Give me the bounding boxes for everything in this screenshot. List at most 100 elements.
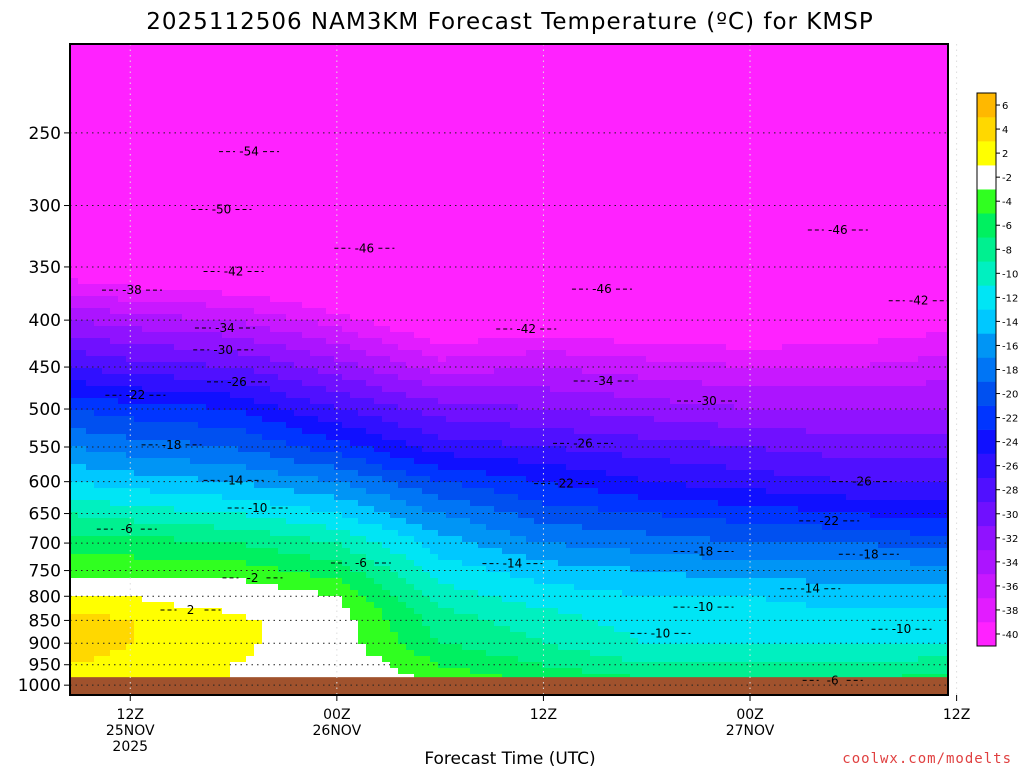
temperature-cell-2943 (734, 200, 743, 207)
temperature-cell-3210 (230, 218, 239, 225)
temperature-cell-1708 (534, 134, 543, 141)
temperature-cell-301 (718, 56, 727, 63)
temperature-cell-3967 (126, 260, 135, 267)
temperature-cell-1283 (654, 110, 663, 117)
temperature-cell-2857 (926, 194, 935, 201)
temperature-cell-547 (926, 68, 935, 75)
temperature-cell-1030 (390, 98, 399, 105)
temperature-cell-4630 (150, 296, 159, 303)
temperature-cell-4476 (678, 284, 687, 291)
temperature-cell-3858 (134, 254, 143, 261)
temperature-cell-1026 (358, 98, 367, 105)
temperature-cell-2136 (438, 158, 447, 165)
temperature-cell-3289 (862, 218, 871, 225)
temperature-cell-2312 (86, 170, 95, 177)
temperature-cell-3278 (774, 218, 783, 225)
temperature-cell-3479 (622, 230, 631, 237)
temperature-cell-1186 (758, 104, 767, 111)
temperature-cell-4852 (166, 308, 175, 315)
temperature-cell-3661 (318, 242, 327, 249)
temperature-cell-4433 (334, 284, 343, 291)
temperature-cell-446 (118, 68, 127, 75)
temperature-cell-212 (886, 50, 895, 57)
temperature-cell-709 (462, 80, 471, 87)
temperature-cell-2873 (174, 200, 183, 207)
temperature-cell-2361 (478, 170, 487, 177)
temperature-cell-1677 (286, 134, 295, 141)
temperature-cell-3420 (150, 230, 159, 237)
temperature-cell-4553 (414, 290, 423, 297)
temperature-cell-3789 (462, 248, 471, 255)
temperature-cell-4956 (118, 314, 127, 321)
temperature-cell-693 (334, 80, 343, 87)
temperature-cell-833 (574, 86, 583, 93)
temperature-cell-1038 (454, 98, 463, 105)
temperature-cell-1670 (230, 134, 239, 141)
temperature-cell-862 (806, 86, 815, 93)
temperature-cell-913 (334, 92, 343, 99)
temperature-cell-3065 (830, 206, 839, 213)
temperature-cell-4093 (254, 266, 263, 273)
temperature-cell-63 (574, 44, 583, 51)
temperature-cell-3747 (126, 248, 135, 255)
temperature-cell-3077 (926, 206, 935, 213)
temperature-cell-1059 (622, 98, 631, 105)
temperature-cell-4927 (766, 308, 775, 315)
temperature-cell-2112 (246, 158, 255, 165)
temperature-cell-2230 (310, 164, 319, 171)
temperature-cell-3934 (742, 254, 751, 261)
temperature-cell-4502 (886, 284, 895, 291)
temperature-cell-2297 (846, 164, 855, 171)
temperature-cell-4060 (870, 260, 879, 267)
temperature-cell-734 (662, 80, 671, 87)
temperature-cell-126 (198, 50, 207, 57)
temperature-cell-1461 (318, 122, 327, 129)
temperature-cell-2090 (70, 158, 79, 165)
temperature-cell-650 (870, 74, 879, 81)
temperature-cell-3193 (94, 218, 103, 225)
temperature-cell-4039 (702, 260, 711, 267)
temperature-cell-2233 (334, 164, 343, 171)
temperature-cell-4753 (254, 302, 263, 309)
temperature-cell-33 (334, 44, 343, 51)
temperature-cell-855 (750, 86, 759, 93)
temperature-cell-4648 (294, 296, 303, 303)
temperature-cell-3544 (262, 236, 271, 243)
temperature-cell-4888 (454, 308, 463, 315)
temperature-cell-9 (142, 44, 151, 51)
temperature-cell-1608 (614, 128, 623, 135)
temperature-cell-2922 (566, 200, 575, 207)
temperature-cell-3469 (542, 230, 551, 237)
temperature-cell-954 (662, 92, 671, 99)
temperature-cell-704 (422, 80, 431, 87)
temperature-cell-227 (126, 56, 135, 63)
temperature-cell-4023 (574, 260, 583, 267)
temperature-cell-4609 (862, 290, 871, 297)
temperature-cell-4817 (766, 302, 775, 309)
temperature-cell-1198 (854, 104, 863, 111)
temperature-cell-1930 (550, 146, 559, 153)
temperature-cell-2074 (822, 152, 831, 159)
temperature-cell-334 (102, 62, 111, 69)
temperature-cell-4570 (550, 290, 559, 297)
temperature-cell-2467 (446, 176, 455, 183)
temperature-cell-2247 (446, 164, 455, 171)
temperature-cell-4647 (286, 296, 295, 303)
temperature-cell-3317 (206, 224, 215, 231)
temperature-cell-480 (390, 68, 399, 75)
temperature-cell-4802 (646, 302, 655, 309)
temperature-cell-814 (422, 86, 431, 93)
temperature-cell-222 (86, 56, 95, 63)
temperature-cell-4584 (662, 290, 671, 297)
temperature-cell-2385 (670, 170, 679, 177)
temperature-cell-4673 (494, 296, 503, 303)
temperature-cell-302 (726, 56, 735, 63)
temperature-cell-1827 (606, 140, 615, 147)
temperature-cell-1021 (318, 98, 327, 105)
temperature-cell-2593 (574, 182, 583, 189)
temperature-cell-2909 (462, 200, 471, 207)
temperature-cell-4669 (462, 296, 471, 303)
temperature-cell-3708 (694, 242, 703, 249)
temperature-cell-3516 (918, 230, 927, 237)
temperature-cell-3181 (878, 212, 887, 219)
